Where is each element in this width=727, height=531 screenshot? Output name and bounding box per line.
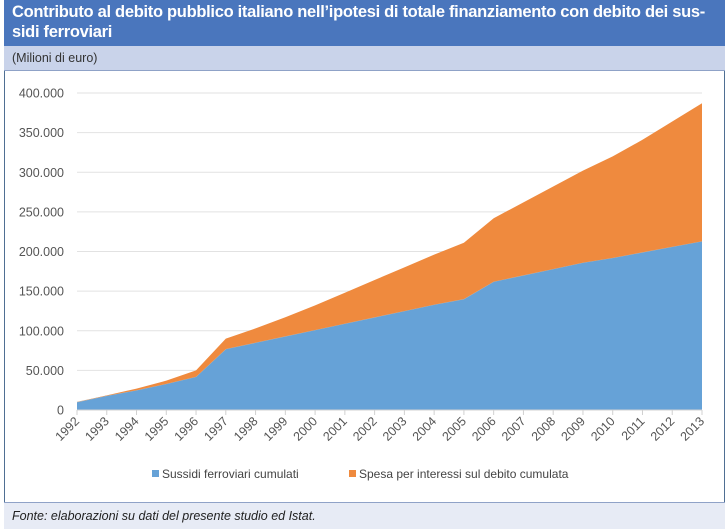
x-tick-label: 1997: [201, 414, 231, 444]
y-tick-label: 250.000: [19, 205, 64, 219]
y-tick-label: 50.000: [26, 364, 64, 378]
x-tick-label: 2009: [559, 414, 589, 444]
x-tick-label: 2000: [291, 414, 321, 444]
source-note-bar: Fonte: elaborazioni su dati del presente…: [4, 502, 725, 529]
y-tick-label: 100.000: [19, 324, 64, 338]
stacked-area-chart: 0 50.000 100.000 150.000 200.000 250.000 300.0…: [19, 87, 708, 482]
x-tick-label: 1995: [142, 414, 172, 444]
y-tick-label: 150.000: [19, 285, 64, 299]
chart-title-bar: Contributo al debito pubblico italiano n…: [4, 0, 725, 46]
x-tick-label: 2010: [588, 414, 618, 444]
x-tick-label: 2001: [320, 414, 350, 444]
legend-swatch-interessi: [349, 470, 356, 477]
x-tick-label: 2008: [529, 414, 559, 444]
x-tick-label: 2004: [410, 414, 440, 444]
x-tick-label: 1993: [82, 414, 112, 444]
x-tick-label: 1998: [231, 414, 261, 444]
y-tick-label: 300.000: [19, 166, 64, 180]
legend-swatch-sussidi: [152, 470, 159, 477]
x-tick-label: 2012: [648, 414, 678, 444]
legend: Sussidi ferroviari cumulati Spesa per int…: [152, 467, 569, 481]
chart-title-line-1: Contributo al debito pubblico italiano n…: [12, 3, 705, 21]
legend-label-interessi: Spesa per interessi sul debito cumulata: [359, 467, 569, 481]
x-tick-label: 1996: [172, 414, 202, 444]
x-tick-label: 2007: [499, 414, 529, 444]
unit-label: (Milioni di euro): [12, 51, 98, 65]
x-tick-label: 1992: [53, 414, 83, 444]
x-tick-label: 2006: [469, 414, 499, 444]
area-sussidi-ferroviari: [77, 241, 702, 410]
x-tick-label: 1994: [112, 414, 142, 444]
x-tick-label: 2003: [380, 414, 410, 444]
legend-label-sussidi: Sussidi ferroviari cumulati: [162, 467, 299, 481]
chart-title-line-2: sidi ferroviari: [12, 23, 113, 41]
x-tick-label: 1999: [261, 414, 291, 444]
gridlines: [77, 92, 702, 371]
area-series: [76, 103, 703, 410]
unit-label-bar: (Milioni di euro): [4, 46, 725, 71]
y-tick-label: 400.000: [19, 87, 64, 101]
source-note: Fonte: elaborazioni su dati del presente…: [12, 509, 316, 523]
x-tick-label: 2002: [350, 414, 380, 444]
y-tick-label: 0: [57, 404, 64, 418]
x-tick-label: 2013: [678, 414, 708, 444]
x-tick-label: 2011: [619, 414, 648, 443]
y-tick-label: 350.000: [19, 126, 64, 140]
x-tick-label: 2005: [439, 414, 469, 444]
y-tick-label: 200.000: [19, 245, 64, 259]
area-spesa-interessi: [77, 103, 702, 403]
